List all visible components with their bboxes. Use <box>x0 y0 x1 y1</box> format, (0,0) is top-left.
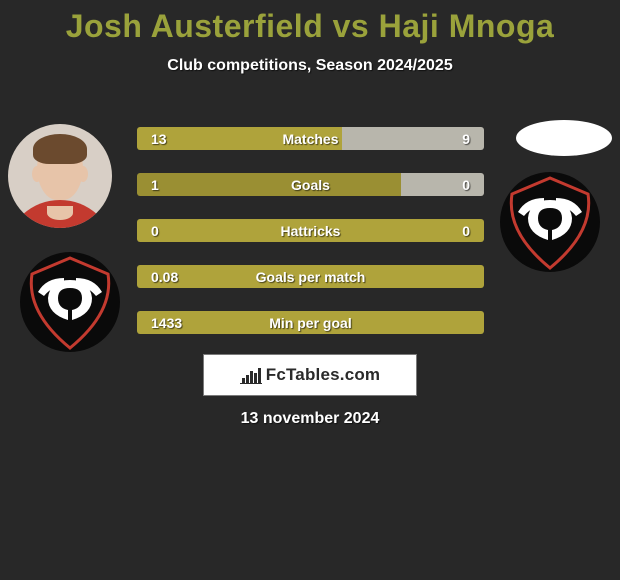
metric-row: 13Matches9 <box>137 127 484 150</box>
metric-row: 1Goals0 <box>137 173 484 196</box>
player2-avatar <box>516 120 612 156</box>
title-player1: Josh Austerfield <box>66 8 324 44</box>
metric-value-right: 9 <box>462 127 470 150</box>
title-vs: vs <box>333 8 370 44</box>
player2-club-badge <box>500 172 600 272</box>
player1-club-badge <box>20 252 120 352</box>
metric-label: Goals per match <box>137 265 484 288</box>
brand-text: FcTables.com <box>266 365 381 385</box>
metric-value-right: 0 <box>462 219 470 242</box>
comparison-bars: 13Matches91Goals00Hattricks00.08Goals pe… <box>137 127 484 357</box>
metric-value-right: 0 <box>462 173 470 196</box>
brand-box: FcTables.com <box>203 354 417 396</box>
metric-row: 0.08Goals per match <box>137 265 484 288</box>
metric-label: Matches <box>137 127 484 150</box>
player1-avatar <box>8 124 112 228</box>
player1-avatar-hair <box>33 134 87 164</box>
comparison-card: Josh Austerfield vs Haji Mnoga Club comp… <box>0 0 620 580</box>
player1-avatar-shirt <box>8 200 112 228</box>
metric-label: Min per goal <box>137 311 484 334</box>
subtitle: Club competitions, Season 2024/2025 <box>0 57 620 75</box>
metric-label: Goals <box>137 173 484 196</box>
title-player2: Haji Mnoga <box>379 8 555 44</box>
bar-chart-icon <box>240 366 262 384</box>
club-badge-icon <box>500 172 600 272</box>
metric-row: 1433Min per goal <box>137 311 484 334</box>
page-title: Josh Austerfield vs Haji Mnoga <box>0 0 620 45</box>
footer-date: 13 november 2024 <box>0 410 620 428</box>
metric-label: Hattricks <box>137 219 484 242</box>
club-badge-icon <box>20 252 120 352</box>
metric-row: 0Hattricks0 <box>137 219 484 242</box>
